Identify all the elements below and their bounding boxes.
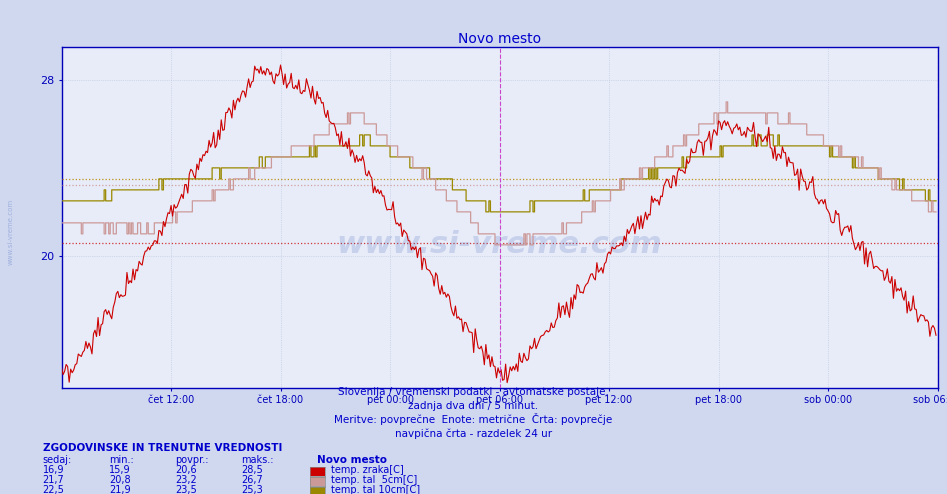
Text: 20,6: 20,6 xyxy=(175,465,197,475)
Text: Novo mesto: Novo mesto xyxy=(317,455,387,465)
Text: povpr.:: povpr.: xyxy=(175,455,208,465)
Text: 28,5: 28,5 xyxy=(241,465,263,475)
Text: 23,5: 23,5 xyxy=(175,485,197,494)
Text: temp. zraka[C]: temp. zraka[C] xyxy=(331,465,404,475)
Text: 16,9: 16,9 xyxy=(43,465,64,475)
Text: Slovenija / vremenski podatki - avtomatske postaje.: Slovenija / vremenski podatki - avtomats… xyxy=(338,387,609,397)
Text: Meritve: povprečne  Enote: metrične  Črta: povprečje: Meritve: povprečne Enote: metrične Črta:… xyxy=(334,413,613,425)
Text: maks.:: maks.: xyxy=(241,455,274,465)
Text: navpična črta - razdelek 24 ur: navpična črta - razdelek 24 ur xyxy=(395,428,552,439)
Text: 23,2: 23,2 xyxy=(175,475,197,485)
Text: www.si-vreme.com: www.si-vreme.com xyxy=(337,230,662,259)
Text: min.:: min.: xyxy=(109,455,134,465)
Text: 15,9: 15,9 xyxy=(109,465,131,475)
Text: 20,8: 20,8 xyxy=(109,475,131,485)
Text: www.si-vreme.com: www.si-vreme.com xyxy=(8,199,13,265)
Text: temp. tal 10cm[C]: temp. tal 10cm[C] xyxy=(331,485,420,494)
Text: 26,7: 26,7 xyxy=(241,475,263,485)
Text: 25,3: 25,3 xyxy=(241,485,263,494)
Text: zadnja dva dni / 5 minut.: zadnja dva dni / 5 minut. xyxy=(408,401,539,411)
Text: 21,7: 21,7 xyxy=(43,475,64,485)
Title: Novo mesto: Novo mesto xyxy=(458,32,541,46)
Text: temp. tal  5cm[C]: temp. tal 5cm[C] xyxy=(331,475,418,485)
Text: 22,5: 22,5 xyxy=(43,485,64,494)
Text: ZGODOVINSKE IN TRENUTNE VREDNOSTI: ZGODOVINSKE IN TRENUTNE VREDNOSTI xyxy=(43,443,282,453)
Text: sedaj:: sedaj: xyxy=(43,455,72,465)
Text: 21,9: 21,9 xyxy=(109,485,131,494)
